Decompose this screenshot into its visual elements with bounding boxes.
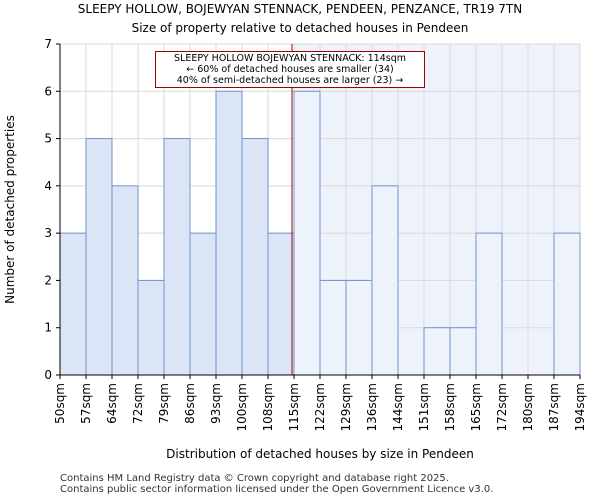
x-tick-label: 180sqm [521,383,535,431]
histogram-bar [189,232,217,376]
histogram-bar [137,279,165,376]
y-tick-label: 0 [44,368,52,382]
x-tick-label: 115sqm [287,383,301,431]
histogram-bar [553,232,581,376]
histogram-bar [371,185,399,376]
x-tick-label: 108sqm [261,383,275,431]
histogram-bar [345,279,373,376]
y-tick-label: 5 [44,132,52,146]
histogram-bar [267,232,295,376]
x-tick-label: 57sqm [79,383,93,424]
y-tick-label: 2 [44,273,52,287]
x-tick-label: 122sqm [313,383,327,431]
x-tick-label: 187sqm [547,383,561,431]
x-tick-label: 194sqm [573,383,587,431]
x-tick-label: 79sqm [157,383,171,424]
histogram-bar [319,279,347,376]
annotation-line-2: ← 60% of detached houses are smaller (34… [186,64,394,75]
footer-line-2: Contains public sector information licen… [60,484,494,495]
y-tick-label: 7 [44,37,52,51]
x-tick-label: 64sqm [105,383,119,424]
annotation-line-1: SLEEPY HOLLOW BOJEWYAN STENNACK: 114sqm [174,53,406,64]
histogram-bar [449,327,477,376]
x-tick-label: 50sqm [53,383,67,424]
footer-line-1: Contains HM Land Registry data © Crown c… [60,473,449,484]
x-tick-label: 129sqm [339,383,353,431]
y-tick-label: 6 [44,84,52,98]
y-tick-label: 3 [44,226,52,240]
x-tick-label: 86sqm [183,383,197,424]
property-annotation-box: SLEEPY HOLLOW BOJEWYAN STENNACK: 114sqm … [155,51,425,88]
histogram-bar [423,327,451,376]
x-tick-label: 144sqm [391,383,405,431]
x-tick-label: 158sqm [443,383,457,431]
x-tick-label: 100sqm [235,383,249,431]
x-tick-label: 151sqm [417,383,431,431]
x-tick-label: 165sqm [469,383,483,431]
x-axis-label: Distribution of detached houses by size … [166,447,474,461]
histogram-bar [241,138,269,376]
x-tick-label: 72sqm [131,383,145,424]
chart-subtitle: Size of property relative to detached ho… [131,21,469,35]
histogram-bar [59,232,87,376]
y-tick-label: 1 [44,321,52,335]
chart-title: SLEEPY HOLLOW, BOJEWYAN STENNACK, PENDEE… [77,2,523,16]
histogram-bar [475,232,503,376]
histogram-bar [163,138,191,376]
x-tick-label: 93sqm [209,383,223,424]
annotation-line-3: 40% of semi-detached houses are larger (… [176,75,404,86]
histogram-bar [293,90,321,376]
histogram-bar [111,185,139,376]
x-tick-label: 172sqm [495,383,509,431]
x-tick-label: 136sqm [365,383,379,431]
histogram-bar [85,138,113,376]
y-tick-label: 4 [44,179,52,193]
y-axis-label: Number of detached properties [3,115,17,304]
histogram-bar [215,90,243,376]
